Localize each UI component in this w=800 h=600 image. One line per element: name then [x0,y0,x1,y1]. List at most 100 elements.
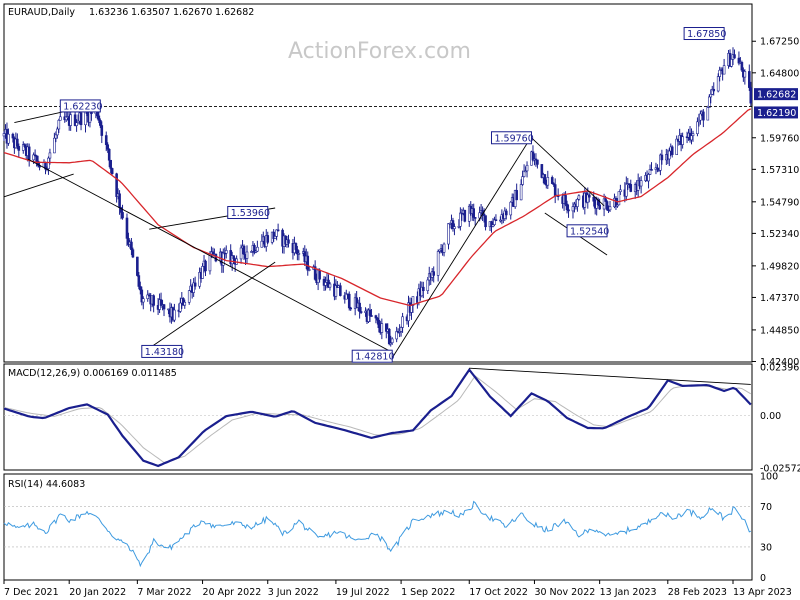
candle-body [733,54,736,59]
candle-body [522,170,526,177]
candle-body [616,204,619,207]
price-tick-label: 1.64800 [760,68,799,79]
candle-body [334,285,338,297]
price-tag-label: 1.62190 [757,108,796,119]
candle-body [187,290,191,303]
price-tick-label: 1.47370 [760,293,799,304]
trendline [27,158,393,353]
candle-body [380,323,384,333]
candle-body [525,164,529,172]
candle-body [605,201,609,210]
price-tick-label: 1.42400 [760,357,799,368]
rsi-tick-label: 30 [760,542,772,553]
candle-body [743,71,747,78]
candle-body [17,146,21,151]
candle-body [577,195,581,200]
price-tag-box [754,88,798,101]
price-annotation-box [566,224,608,238]
macd-tick-label: -0.025726 [760,463,800,474]
candle-body [349,307,353,310]
candle-body [260,240,264,248]
candle-body [619,189,622,193]
candle-body [232,255,235,260]
candle-body [204,260,207,272]
candle-body [587,194,591,198]
candle-body [256,246,259,252]
macd-main-line [3,367,752,468]
price-annotation-box [227,206,269,220]
rsi-panel: 100 70 30 0 [3,472,778,584]
candle-body [130,241,133,251]
candle-body [272,231,275,239]
candle-body [245,251,249,259]
candle-body [509,201,513,216]
price-annotations: 1.62230 1.53960 1.43180 1.42810 1.59760 1.525… [59,27,726,363]
candle-body [307,269,311,271]
candle-body [565,203,569,211]
candle-body [426,279,430,292]
candle-body [459,212,462,227]
candle-body [608,206,612,211]
candle-body [399,327,403,332]
candle-body [670,146,674,155]
candle-body [712,88,716,92]
price-annotation-label: 1.52540 [570,226,609,237]
candle-body [521,176,524,185]
candle-body [57,119,61,130]
candle-body [625,183,628,197]
candle-body [696,121,699,134]
candle-body [324,282,327,286]
candle-body [648,169,652,175]
price-annotation-box [683,27,725,41]
candle-body [318,269,321,280]
rsi-tick-label: 0 [760,573,766,584]
price-annotation-box [351,349,393,363]
candle-body [709,93,713,98]
candle-body [313,266,317,280]
candle-body [306,255,310,271]
price-tick-label: 1.49820 [760,261,799,272]
candle-body [48,152,52,159]
macd-trendline [469,367,751,385]
trendline [531,137,605,207]
candle-body [287,239,290,244]
candle-body [79,112,83,126]
ohlc-open: 1.63236 [89,7,128,18]
x-tick-label: 13 Apr 2023 [733,587,792,598]
candle-body [422,286,425,292]
x-tick-label: 20 Jan 2022 [69,587,126,598]
trendline [148,261,276,349]
candle-body [54,134,58,139]
candle-body [410,305,413,313]
candle-body [11,133,15,139]
candle-body [519,184,523,201]
candle-body [162,304,166,310]
candle-body [273,236,277,239]
price-annotation-box [141,344,183,358]
candle-body [136,256,139,276]
candle-body [681,136,684,145]
candle-body [411,296,415,306]
price-annotation-label: 1.42810 [355,352,394,363]
candle-body [97,115,101,121]
candle-body [436,251,440,276]
candle-body [266,235,270,243]
x-tick-label: 7 Dec 2021 [4,587,59,598]
candle-body [647,174,650,182]
price-tick-label: 1.67250 [760,37,799,48]
candle-body [173,309,176,321]
price-annotation-box [490,131,532,145]
candle-body [69,114,72,126]
candle-body [146,294,150,300]
candle-body [35,155,38,162]
candle-body [328,283,332,288]
candle-body [650,169,653,171]
candle-body [275,229,278,237]
candle-body [740,62,744,71]
candle-body [100,125,104,136]
trendline [391,136,532,359]
candle-body [749,87,753,104]
price-annotation-label: 1.53960 [231,208,270,219]
